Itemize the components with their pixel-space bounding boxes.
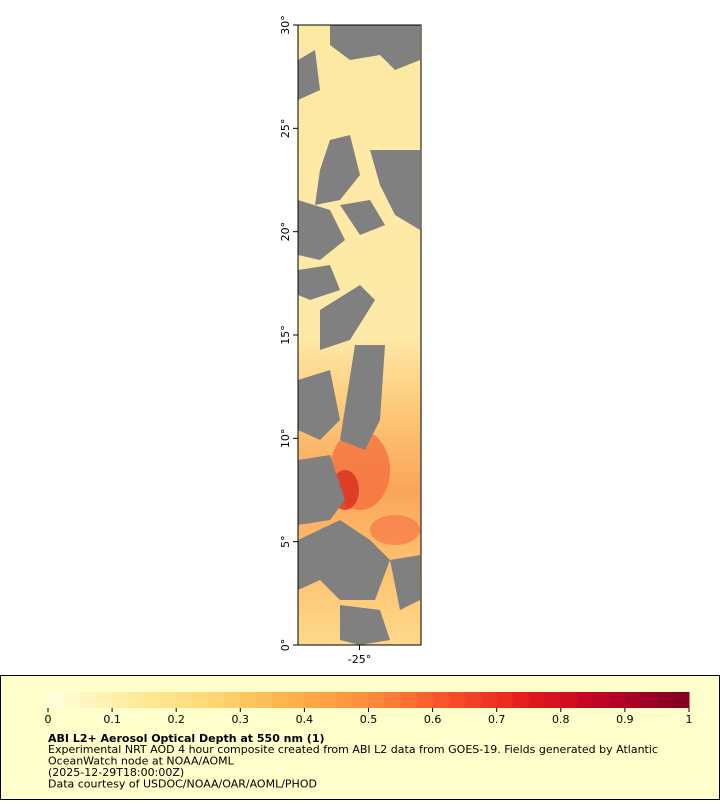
aod-raster: [298, 25, 421, 645]
y-tick-label: 0°: [279, 639, 292, 652]
colorbar-swatch: [496, 692, 514, 708]
colorbar-swatch: [544, 692, 562, 708]
colorbar-swatch: [368, 692, 386, 708]
colorbar-swatch: [96, 692, 113, 708]
colorbar-swatch: [144, 692, 161, 708]
colorbar-swatch: [288, 692, 305, 708]
y-tick-label: 25°: [279, 119, 292, 139]
colorbar-swatch: [192, 692, 209, 708]
colorbar-tick-label: 0.3: [232, 713, 250, 726]
colorbar-swatch: [656, 692, 674, 708]
colorbar-swatch: [240, 692, 257, 708]
colorbar-swatch: [336, 692, 353, 708]
colorbar-swatch: [672, 692, 690, 708]
colorbar-tick-label: 0: [45, 713, 52, 726]
colorbar-tick-label: 1: [686, 713, 693, 726]
colorbar-swatch: [352, 692, 369, 708]
colorbar-tick-label: 0.8: [552, 713, 570, 726]
colorbar-tick-label: 0.4: [296, 713, 314, 726]
colorbar-swatch: [64, 692, 81, 708]
colorbar-swatch: [624, 692, 642, 708]
legend-subtitle: OceanWatch node at NOAA/AOML: [48, 755, 235, 768]
colorbar-tick-label: 0.9: [616, 713, 634, 726]
colorbar-swatch: [432, 692, 450, 708]
colorbar-tick-label: 0.7: [488, 713, 506, 726]
colorbar-swatch: [448, 692, 466, 708]
colorbar-swatch: [48, 692, 65, 708]
colorbar-tick-label: 0.6: [424, 713, 442, 726]
legend-subtitle: Experimental NRT AOD 4 hour composite cr…: [48, 743, 658, 756]
colorbar-swatch: [128, 692, 145, 708]
y-tick-label: 30°: [279, 15, 292, 35]
colorbar-swatch: [400, 692, 418, 708]
colorbar-swatch: [528, 692, 546, 708]
colorbar-swatch: [480, 692, 498, 708]
colorbar-swatch: [384, 692, 402, 708]
colorbar-swatch: [512, 692, 530, 708]
colorbar-swatch: [256, 692, 273, 708]
colorbar-swatch: [320, 692, 337, 708]
y-tick-label: 10°: [279, 429, 292, 449]
colorbar-tick-label: 0.2: [167, 713, 185, 726]
legend-subtitle: Data courtesy of USDOC/NOAA/OAR/AOML/PHO…: [48, 778, 317, 791]
y-tick-label: 5°: [279, 535, 292, 548]
y-tick-label: 15°: [279, 325, 292, 345]
colorbar-swatch: [272, 692, 289, 708]
colorbar-swatch: [592, 692, 610, 708]
colorbar-swatch: [576, 692, 594, 708]
colorbar-swatch: [224, 692, 241, 708]
colorbar-tick-label: 0.1: [103, 713, 121, 726]
y-tick-label: 20°: [279, 222, 292, 242]
colorbar-swatch: [640, 692, 658, 708]
legend-subtitle: (2025-12-29T18:00:00Z): [48, 766, 184, 779]
legend-title: ABI L2+ Aerosol Optical Depth at 550 nm …: [48, 732, 325, 745]
colorbar-swatch: [608, 692, 626, 708]
colorbar-swatch: [416, 692, 434, 708]
colorbar-swatch: [112, 692, 129, 708]
colorbar-swatch: [176, 692, 193, 708]
colorbar-swatch: [304, 692, 321, 708]
colorbar-swatch: [80, 692, 97, 708]
colorbar-swatch: [464, 692, 482, 708]
colorbar-swatch: [208, 692, 225, 708]
colorbar-tick-label: 0.5: [360, 713, 378, 726]
x-tick-label: -25°: [348, 653, 371, 666]
colorbar-swatch: [560, 692, 578, 708]
colorbar-swatch: [160, 692, 177, 708]
